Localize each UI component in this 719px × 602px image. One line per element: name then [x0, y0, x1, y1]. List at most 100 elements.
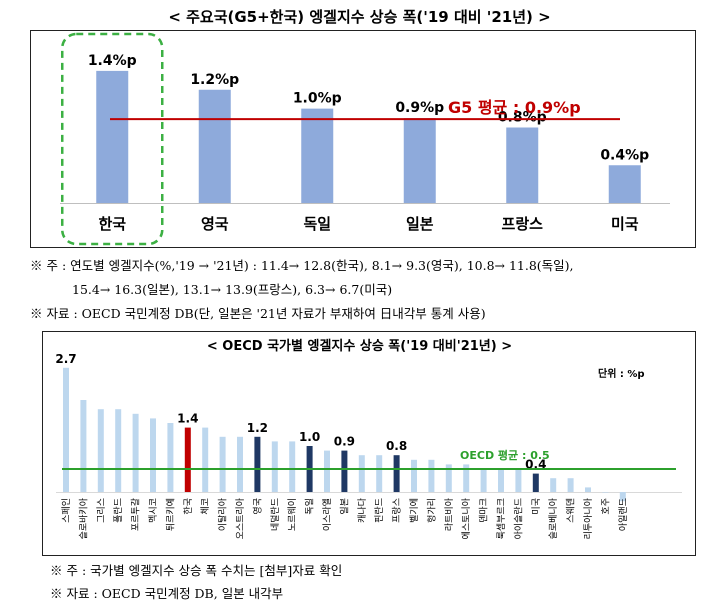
category-label-체코: 체코 — [200, 498, 211, 515]
bar-에스토니아 — [463, 464, 470, 492]
category-label-독일: 독일 — [305, 498, 316, 515]
bar-슬로바키아 — [80, 400, 87, 492]
category-label-슬로베니아: 슬로베니아 — [548, 497, 559, 539]
bar-아일랜드 — [619, 492, 626, 502]
category-label-한국: 한국 — [98, 215, 126, 233]
data-label-프랑스: 0.8%p — [498, 110, 547, 126]
category-label-스웨덴: 스웨덴 — [565, 498, 577, 523]
data-label-독일: 1.0%p — [293, 91, 342, 107]
category-label-벨기에: 벨기에 — [409, 498, 420, 523]
category-label-프랑스: 프랑스 — [502, 215, 544, 233]
bar-영국 — [254, 436, 261, 492]
category-label-라트비아: 라트비아 — [444, 497, 455, 531]
category-label-미국: 미국 — [531, 498, 542, 515]
top-chart-title: < 주요국(G5+한국) 엥겔지수 상승 폭('19 대비 '21년) > — [168, 8, 551, 26]
top-chart: 1.4%p 한국 1.2%p 영국 1.0%p 독일 0.9%p 일본 0.8%p 프랑스 0.4%… — [60, 32, 670, 246]
category-label-일본: 일본 — [339, 498, 350, 515]
bar-한국 — [184, 427, 191, 492]
category-label-아이슬란드: 아이슬란드 — [512, 498, 524, 539]
bar-이탈리아 — [219, 436, 226, 492]
bar-그리스 — [97, 409, 104, 492]
data-label-스페인: 2.7 — [55, 352, 76, 366]
category-label-노르웨이: 노르웨이 — [286, 498, 298, 531]
bar-폴란드 — [115, 409, 122, 492]
category-label-영국: 영국 — [252, 498, 263, 515]
top-note-2: 15.4→ 16.3(일본), 13.1→ 13.9(프랑스), 6.3→ 6.… — [72, 282, 393, 297]
category-label-오스트리아: 오스트리아 — [235, 497, 246, 539]
category-label-프랑스: 프랑스 — [391, 498, 403, 523]
g5-average-label: G5 평균 : 0.9%p — [448, 98, 581, 117]
bar-오스트리아 — [237, 436, 243, 492]
bar-핀란드 — [376, 455, 383, 492]
bar-덴마크 — [480, 469, 487, 492]
category-label-에스토니아: 에스토니아 — [461, 497, 472, 539]
bar-호주 — [602, 492, 609, 493]
bar-영국 — [198, 89, 231, 203]
bar-프랑스 — [506, 127, 539, 203]
category-label-캐나다: 캐나다 — [357, 497, 368, 523]
category-label-호주: 호주 — [600, 498, 611, 515]
bar-룩셈부르크 — [498, 469, 504, 492]
bar-한국 — [96, 70, 129, 203]
bar-노르웨이 — [289, 441, 296, 492]
bottom-note-1: ※ 주 : 국가별 엥겔지수 상승 폭 수치는 [첨부]자료 확인 — [50, 563, 343, 578]
bar-미국 — [532, 473, 539, 492]
bar-미국 — [608, 165, 641, 203]
category-label-스페인: 스페인 — [61, 498, 72, 523]
data-label-프랑스: 0.8 — [386, 439, 407, 453]
category-label-한국: 한국 — [183, 498, 194, 515]
data-label-독일: 1.0 — [299, 430, 320, 444]
data-label-영국: 1.2 — [247, 421, 268, 435]
top-note-source: ※ 자료 : OECD 국민계정 DB(단, 일본은 '21년 자료가 부재하여… — [30, 306, 486, 321]
bar-벨기에 — [411, 459, 417, 492]
data-label-한국: 1.4 — [177, 412, 198, 426]
category-label-독일: 독일 — [303, 215, 331, 233]
bar-일본 — [341, 450, 348, 492]
bar-아이슬란드 — [515, 469, 522, 492]
bottom-note-source: ※ 자료 : OECD 국민계정 DB, 일본 내각부 — [50, 586, 284, 601]
bar-체코 — [202, 427, 209, 492]
data-label-일본: 0.9 — [334, 435, 355, 449]
bar-캐나다 — [358, 455, 365, 492]
category-label-폴란드: 폴란드 — [112, 498, 124, 523]
category-label-아일랜드: 아일랜드 — [618, 498, 629, 531]
bar-네덜란드 — [271, 441, 278, 492]
category-label-미국: 미국 — [611, 215, 639, 233]
bar-일본 — [403, 118, 436, 203]
category-label-덴마크: 덴마크 — [479, 498, 490, 523]
bottom-chart: 단위 : %p 2.7 스페인 슬로바키아 그리스 폴란드 포르투갈 멕시코 튀르키예 1.4 한국… — [55, 352, 682, 539]
bar-이스라엘 — [324, 450, 330, 492]
category-label-일본: 일본 — [406, 215, 434, 233]
top-note-1: ※ 주 : 연도별 엥겔지수(%,'19 → '21년) : 11.4→ 12.… — [30, 258, 574, 273]
data-label-일본: 0.9%p — [395, 100, 444, 116]
bar-스페인 — [63, 367, 69, 492]
bar-스웨덴 — [567, 478, 574, 492]
category-label-룩셈부르크: 룩셈부르크 — [496, 498, 507, 539]
category-label-그리스: 그리스 — [96, 498, 107, 523]
category-label-튀르키예: 튀르키예 — [164, 498, 176, 531]
data-label-미국: 0.4%p — [600, 147, 649, 163]
bar-포르투갈 — [132, 413, 139, 492]
category-label-멕시코: 멕시코 — [148, 498, 159, 523]
bottom-chart-title: < OECD 국가별 엥겔지수 상승 폭('19 대비'21년) > — [206, 339, 513, 354]
top-chart-panel — [30, 30, 696, 248]
bar-리투아니아 — [585, 487, 591, 492]
category-label-포르투갈: 포르투갈 — [131, 498, 142, 531]
data-label-한국: 1.4%p — [88, 53, 137, 69]
bar-슬로베니아 — [550, 478, 557, 492]
data-label-영국: 1.2%p — [190, 72, 239, 88]
oecd-average-label: OECD 평균 : 0.5 — [460, 448, 550, 462]
unit-label: 단위 : %p — [598, 367, 645, 380]
bar-독일 — [301, 108, 334, 203]
category-label-이탈리아: 이탈리아 — [218, 497, 229, 531]
category-label-핀란드: 핀란드 — [373, 498, 385, 523]
category-label-네덜란드: 네덜란드 — [269, 498, 281, 531]
bar-라트비아 — [445, 464, 452, 492]
category-label-슬로바키아: 슬로바키아 — [78, 497, 89, 539]
category-label-영국: 영국 — [201, 215, 229, 233]
bar-멕시코 — [150, 418, 156, 492]
category-label-이스라엘: 이스라엘 — [322, 498, 333, 531]
bar-헝가리 — [428, 459, 435, 492]
bar-튀르키예 — [167, 423, 174, 492]
bottom-chart-panel — [42, 331, 696, 556]
